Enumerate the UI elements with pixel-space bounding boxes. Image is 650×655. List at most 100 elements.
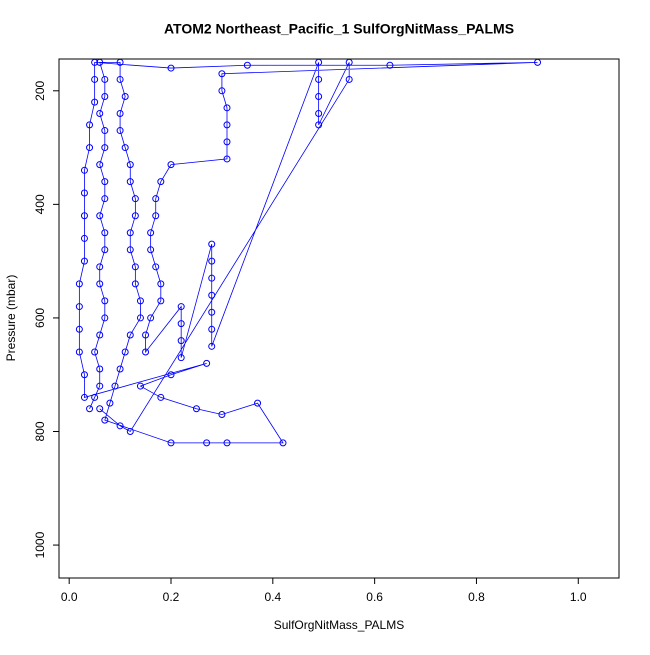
y-tick-label: 1000 — [33, 531, 47, 558]
plot-frame — [58, 58, 620, 579]
data-point — [80, 234, 88, 242]
data-point — [80, 393, 88, 401]
data-point — [101, 246, 109, 254]
data-point — [101, 144, 109, 152]
data-point — [80, 166, 88, 174]
data-point — [152, 195, 160, 203]
y-tick-label: 400 — [33, 194, 47, 214]
data-point — [75, 303, 83, 311]
data-point — [101, 92, 109, 100]
data-point — [101, 297, 109, 305]
data-point — [136, 382, 144, 390]
data-point — [167, 371, 175, 379]
data-point — [177, 303, 185, 311]
data-point — [91, 58, 99, 66]
data-point — [254, 399, 262, 407]
data-point — [101, 127, 109, 135]
data-point — [116, 110, 124, 118]
data-point — [218, 87, 226, 95]
data-point — [157, 393, 165, 401]
data-point — [121, 348, 129, 356]
data-point — [111, 382, 119, 390]
data-point — [177, 320, 185, 328]
data-point — [80, 257, 88, 265]
data-point — [91, 75, 99, 83]
y-tick-label: 200 — [33, 80, 47, 100]
data-point — [136, 297, 144, 305]
y-tick-label: 800 — [33, 421, 47, 441]
data-point — [243, 61, 251, 69]
data-point — [96, 161, 104, 169]
data-point — [106, 399, 114, 407]
data-point — [101, 75, 109, 83]
x-tick-label: 0.8 — [468, 590, 485, 604]
data-point — [208, 240, 216, 248]
data-point — [126, 246, 134, 254]
data-point — [91, 393, 99, 401]
data-point — [96, 280, 104, 288]
data-point — [167, 161, 175, 169]
data-point — [131, 280, 139, 288]
data-point — [91, 98, 99, 106]
data-point — [218, 410, 226, 418]
data-point — [157, 297, 165, 305]
data-point — [96, 405, 104, 413]
data-point — [208, 274, 216, 282]
data-point — [86, 405, 94, 413]
data-point — [75, 280, 83, 288]
data-point — [101, 195, 109, 203]
data-point — [136, 314, 144, 322]
data-point — [208, 325, 216, 333]
y-tick-label: 600 — [33, 308, 47, 328]
data-point — [86, 144, 94, 152]
data-point — [192, 405, 200, 413]
data-point — [96, 110, 104, 118]
x-tick-label: 0.4 — [264, 590, 281, 604]
data-point — [208, 342, 216, 350]
data-point — [345, 75, 353, 83]
x-axis-label: SulfOrgNitMass_PALMS — [274, 618, 404, 632]
data-point — [157, 280, 165, 288]
data-point — [157, 178, 165, 186]
data-point — [315, 110, 323, 118]
data-point — [91, 348, 99, 356]
data-point — [96, 365, 104, 373]
data-point — [116, 127, 124, 135]
data-point — [223, 104, 231, 112]
data-point — [131, 263, 139, 271]
data-point — [147, 246, 155, 254]
data-point — [345, 58, 353, 66]
data-point — [203, 359, 211, 367]
data-point — [101, 314, 109, 322]
data-point — [116, 75, 124, 83]
y-axis-label: Pressure (mbar) — [4, 275, 18, 362]
data-point — [126, 427, 134, 435]
data-point — [121, 92, 129, 100]
data-point — [167, 439, 175, 447]
x-tick-label: 0.0 — [61, 590, 78, 604]
x-tick-label: 0.2 — [163, 590, 180, 604]
data-point — [534, 58, 542, 66]
data-point — [101, 416, 109, 424]
chart-title: ATOM2 Northeast_Pacific_1 SulfOrgNitMass… — [164, 21, 514, 37]
data-point — [121, 144, 129, 152]
data-point — [86, 121, 94, 129]
data-point — [101, 178, 109, 186]
data-point — [152, 212, 160, 220]
data-point — [131, 195, 139, 203]
data-point — [147, 314, 155, 322]
data-point — [208, 257, 216, 265]
data-point — [223, 138, 231, 146]
x-tick-label: 0.6 — [366, 590, 383, 604]
data-point — [80, 212, 88, 220]
data-point — [223, 121, 231, 129]
data-point — [147, 229, 155, 237]
data-point — [315, 92, 323, 100]
data-point — [101, 229, 109, 237]
data-point — [126, 161, 134, 169]
data-point — [116, 422, 124, 430]
data-point — [116, 365, 124, 373]
data-point — [315, 121, 323, 129]
